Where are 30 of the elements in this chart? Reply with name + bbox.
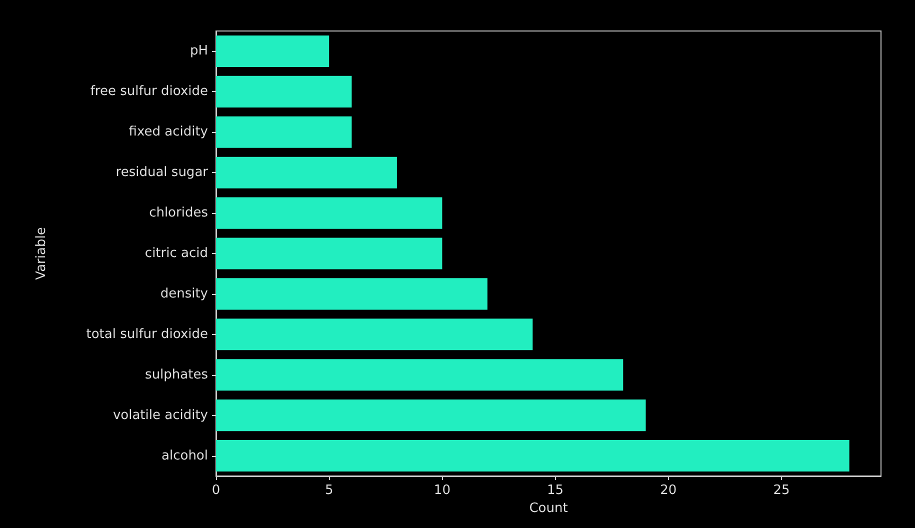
bar xyxy=(216,238,442,270)
y-tick-label: residual sugar xyxy=(116,165,209,180)
x-tick-label: 10 xyxy=(434,483,450,498)
y-tick-label: alcohol xyxy=(162,448,208,464)
y-tick-label: pH xyxy=(190,44,208,59)
bar xyxy=(216,400,646,432)
y-tick-label: fixed acidity xyxy=(128,124,208,140)
bar xyxy=(216,440,850,472)
x-axis-title: Count xyxy=(529,500,568,516)
bar xyxy=(216,116,352,148)
y-tick-label: chlorides xyxy=(149,206,208,221)
y-tick-label: density xyxy=(160,286,208,302)
x-tick-label: 20 xyxy=(660,483,677,498)
bar xyxy=(216,35,330,68)
y-tick-label: sulphates xyxy=(145,367,208,382)
bar xyxy=(216,359,624,391)
x-tick-label: 15 xyxy=(547,483,564,498)
x-tick-label: 5 xyxy=(324,483,334,498)
bar xyxy=(216,76,352,108)
y-tick-label: citric acid xyxy=(144,246,208,261)
y-tick-label: volatile acidity xyxy=(112,408,208,423)
y-tick-label: total sulfur dioxide xyxy=(86,326,208,342)
bar xyxy=(216,197,442,229)
x-tick-label: 25 xyxy=(773,483,790,498)
y-axis-title: Variable xyxy=(34,227,49,280)
x-tick-label: 0 xyxy=(212,483,220,498)
bar xyxy=(216,156,397,188)
bar xyxy=(216,278,488,310)
y-tick-label: free sulfur dioxide xyxy=(90,84,208,100)
bar xyxy=(216,318,533,350)
